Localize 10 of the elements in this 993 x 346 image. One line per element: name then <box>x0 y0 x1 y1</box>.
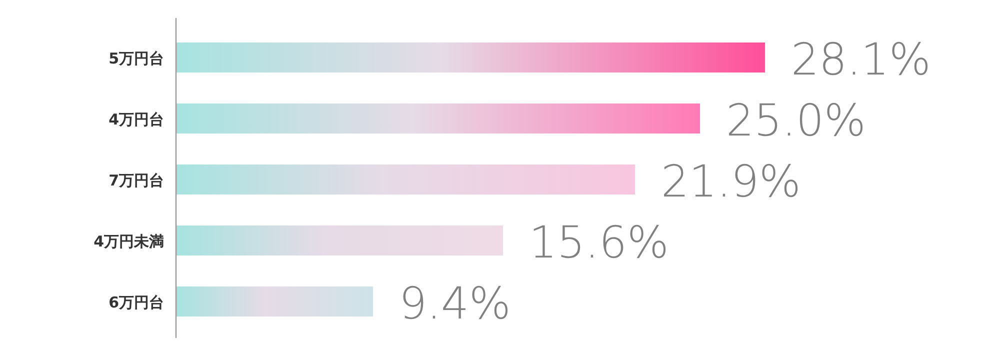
data-label: 21.9% <box>661 156 801 208</box>
data-label: 9.4% <box>399 278 511 330</box>
y-tick-label: 4万円台 <box>108 110 164 128</box>
data-label: 25.0% <box>726 96 866 146</box>
y-tick-label: 4万円未満 <box>94 232 164 250</box>
data-label: 28.1% <box>791 34 931 86</box>
y-tick-label: 6万円台 <box>108 294 164 312</box>
y-tick-label: 7万円台 <box>108 172 164 190</box>
y-tick-label: 5万円台 <box>108 50 164 68</box>
data-label: 15.6% <box>528 218 669 268</box>
